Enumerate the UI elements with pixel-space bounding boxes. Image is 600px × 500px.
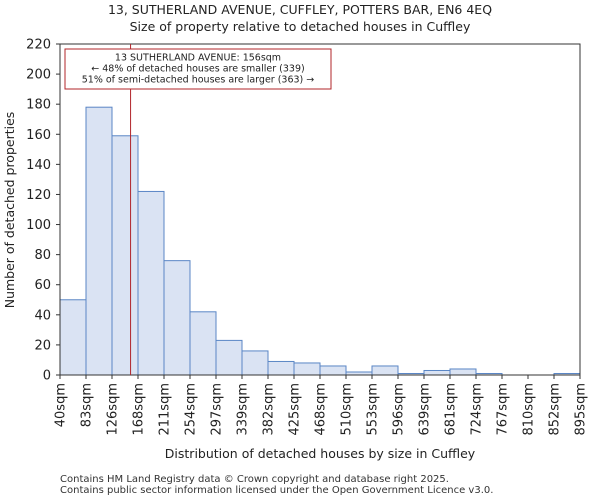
histogram-bar-4 [163,260,191,376]
annotation-line-1: 13 SUTHERLAND AVENUE: 156sqm [115,53,281,64]
annotation-line-3: 51% of semi-detached houses are larger (… [82,75,315,86]
histogram-bar-1 [85,106,113,376]
y-tick-label: 140 [26,158,51,173]
y-tick-label: 180 [26,98,51,113]
x-tick-label: 468sqm [314,383,329,436]
y-tick-label: 160 [26,128,51,143]
x-tick-label: 83sqm [80,383,95,427]
y-axis-label: Number of detached properties [2,112,17,309]
x-tick-label: 596sqm [392,383,407,436]
x-tick-label: 211sqm [158,383,173,436]
x-tick-label: 425sqm [288,383,303,436]
histogram-bar-10 [319,365,347,376]
x-tick-label: 724sqm [470,383,485,436]
y-tick-label: 80 [34,248,51,263]
annotation-box [64,48,332,90]
histogram-bar-0 [59,299,87,376]
footer-licence: Contains public sector information licen… [60,485,494,496]
histogram-bar-9 [293,362,321,376]
y-tick-label: 0 [43,369,51,384]
histogram-bar-6 [215,339,243,376]
histogram-bar-12 [371,365,399,376]
histogram-bar-2 [111,135,139,376]
histogram-bar-3 [137,190,165,376]
y-tick-label: 20 [34,338,51,353]
histogram-bar-15 [449,368,477,376]
x-tick-label: 510sqm [340,383,355,436]
y-tick-label: 120 [26,188,51,203]
annotation-line-2: ← 48% of detached houses are smaller (33… [91,64,304,75]
x-tick-label: 40sqm [54,383,69,427]
histogram-bar-5 [189,311,217,376]
x-tick-label: 810sqm [522,383,537,436]
x-tick-label: 168sqm [132,383,147,436]
x-tick-label: 126sqm [106,383,121,436]
footer-copyright: Contains HM Land Registry data © Crown c… [60,474,449,485]
x-tick-label: 895sqm [574,383,589,436]
x-tick-label: 852sqm [548,383,563,436]
x-tick-label: 553sqm [366,383,381,436]
x-tick-label: 382sqm [262,383,277,436]
x-axis-label: Distribution of detached houses by size … [165,446,476,461]
histogram-bar-7 [241,350,269,376]
plot-frame [59,43,581,376]
x-tick-label: 339sqm [236,383,251,436]
histogram-bar-8 [267,360,295,376]
y-tick-label: 100 [26,218,51,233]
x-tick-label: 681sqm [444,383,459,436]
chart-title: 13, SUTHERLAND AVENUE, CUFFLEY, POTTERS … [107,2,493,17]
y-tick-label: 60 [34,278,51,293]
x-tick-label: 254sqm [184,383,199,436]
histogram-chart: 0 20 40 60 80 100 120 140 160 180 200 220 40sqm 83sq… [2,38,589,462]
histogram-bar-14 [423,369,451,376]
x-tick-label: 767sqm [496,383,511,436]
y-tick-label: 200 [26,68,51,83]
x-tick-label: 297sqm [210,383,225,436]
y-tick-label: 220 [26,38,51,53]
y-tick-label: 40 [34,308,51,323]
chart-subtitle: Size of property relative to detached ho… [129,19,471,34]
x-tick-label: 639sqm [418,383,433,436]
